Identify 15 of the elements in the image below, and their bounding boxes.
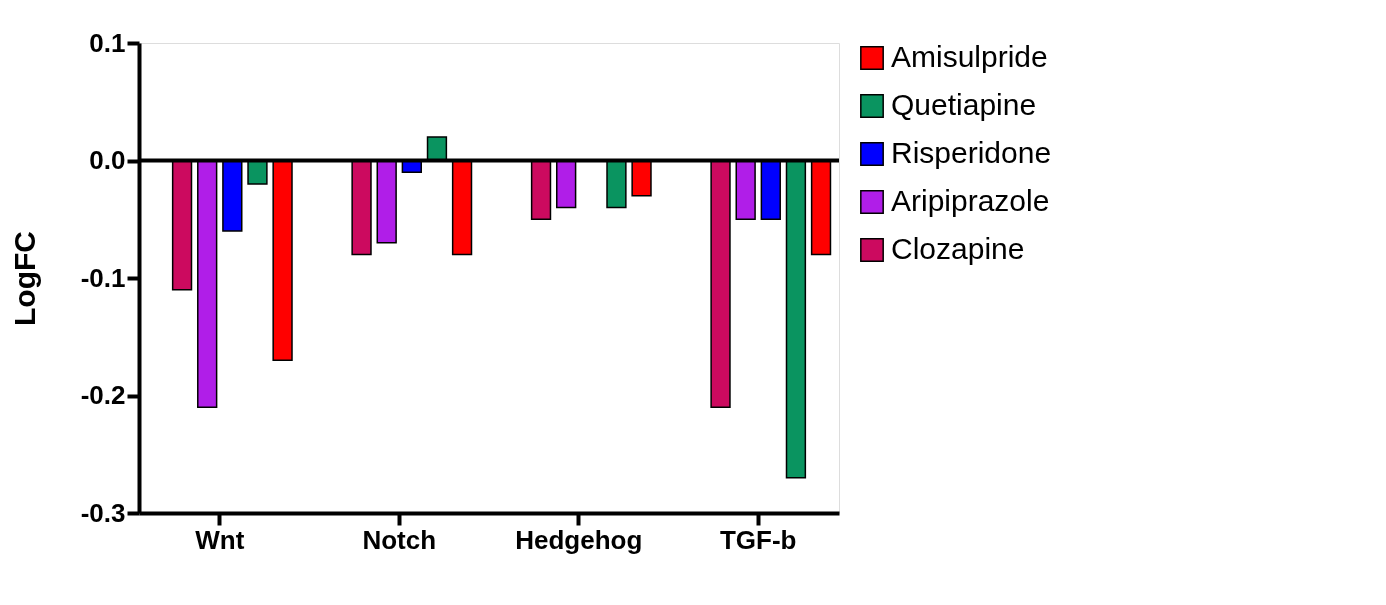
y-axis-title: LogFC (7, 231, 41, 326)
y-tick-label: 0.0 (89, 145, 126, 175)
x-tick-label: Hedgehog (515, 524, 643, 555)
legend-label: Quetiapine (891, 88, 1037, 121)
x-tick-label: TGF-b (719, 524, 797, 555)
legend-label: Amisulpride (891, 40, 1048, 73)
legend-label: Clozapine (891, 232, 1025, 265)
x-tick-label: Wnt (195, 524, 245, 555)
x-tick-label: Notch (362, 524, 437, 555)
y-tick-label: -0.2 (80, 380, 126, 410)
y-tick-label: -0.1 (80, 262, 126, 293)
y-tick-label: -0.3 (80, 497, 126, 528)
y-tick-label: 0.1 (89, 27, 126, 58)
legend-label: Aripiprazole (891, 184, 1050, 217)
legend-label: Risperidone (891, 136, 1052, 169)
